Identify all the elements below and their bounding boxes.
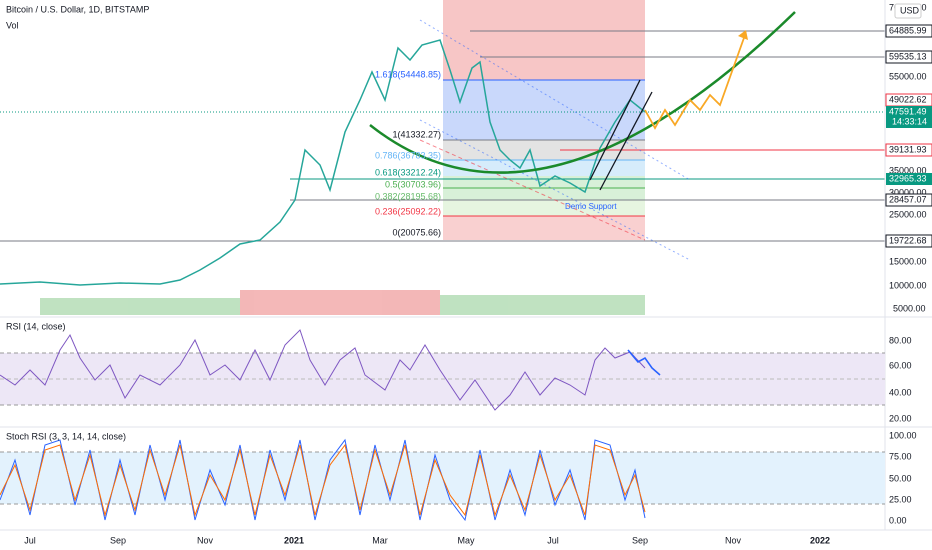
time-label: Nov bbox=[197, 535, 214, 545]
time-label: Sep bbox=[632, 535, 648, 545]
price-tags: 64885.99 59535.13 49022.62 47591.49 14:3… bbox=[885, 24, 932, 248]
time-label: May bbox=[457, 535, 475, 545]
axis-label: 40.00 bbox=[889, 387, 912, 397]
time-label: Sep bbox=[110, 535, 126, 545]
axis-label: 35000.00 bbox=[889, 165, 927, 175]
axis-label: 80.00 bbox=[889, 335, 912, 345]
rsi-title: RSI (14, close) bbox=[6, 321, 66, 331]
fib-lines bbox=[0, 19, 885, 261]
volume-label: Vol bbox=[6, 20, 19, 30]
fib-label: 1(41332.27) bbox=[392, 129, 441, 139]
time-axis: Jul Sep Nov 2021 Mar May Jul Sep Nov 202… bbox=[24, 535, 830, 545]
fib-labels: 1.618(54448.85) 1(41332.27) 0.786(36783.… bbox=[375, 69, 441, 237]
axis-label: 25000.00 bbox=[889, 209, 927, 219]
axis-label: 50.00 bbox=[889, 473, 912, 483]
fib-label: 0.5(30703.96) bbox=[385, 179, 441, 189]
axis-label: 0.00 bbox=[889, 515, 907, 525]
time-label: 2021 bbox=[284, 535, 304, 545]
price-tag: 28457.07 bbox=[889, 194, 927, 204]
price-axis bbox=[885, 0, 932, 550]
fib-label: 0.382(28195.68) bbox=[375, 191, 441, 201]
axis-label: 100.00 bbox=[889, 430, 917, 440]
channel-line bbox=[589, 79, 641, 181]
price-tag: 47591.49 bbox=[889, 106, 927, 116]
price-tag: 59535.13 bbox=[889, 51, 927, 61]
axis-label: 25.00 bbox=[889, 494, 912, 504]
fib-label: 0.618(33212.24) bbox=[375, 167, 441, 177]
axis-label: 75.00 bbox=[889, 451, 912, 461]
volume-bars bbox=[40, 290, 645, 315]
annotation: Demo Support bbox=[565, 202, 617, 211]
time-label: Mar bbox=[372, 535, 388, 545]
price-tag: 64885.99 bbox=[889, 25, 927, 35]
axis-label: 55000.00 bbox=[889, 71, 927, 81]
projection bbox=[644, 34, 746, 130]
price-tag: 32965.33 bbox=[889, 173, 927, 183]
countdown: 14:33:14 bbox=[892, 116, 927, 126]
price-tag: 39131.93 bbox=[889, 144, 927, 154]
fib-label: 1.618(54448.85) bbox=[375, 69, 441, 79]
support-curve bbox=[369, 11, 796, 174]
currency[interactable]: USD bbox=[900, 5, 920, 15]
fib-label: 0.236(25092.22) bbox=[375, 206, 441, 216]
price-tag: 49022.62 bbox=[889, 94, 927, 104]
time-label: 2022 bbox=[810, 535, 830, 545]
axis-label: 20.00 bbox=[889, 413, 912, 423]
fib-label: 0.786(36783.35) bbox=[375, 150, 441, 160]
time-label: Jul bbox=[24, 535, 36, 545]
axis-label: 5000.00 bbox=[893, 303, 926, 313]
time-label: Jul bbox=[547, 535, 559, 545]
axis-label: 10000.00 bbox=[889, 280, 927, 290]
symbol-title: Bitcoin / U.S. Dollar, 1D, BITSTAMP bbox=[6, 4, 149, 14]
price-line bbox=[0, 39, 646, 286]
time-label: Nov bbox=[725, 535, 742, 545]
stoch-d bbox=[0, 443, 646, 517]
axis-label: 60.00 bbox=[889, 360, 912, 370]
price-axis-labels: 70000.00 USD 55000.00 35000.00 30000.00 … bbox=[889, 2, 927, 313]
price-tag: 19722.68 bbox=[889, 235, 927, 245]
stoch-title: Stoch RSI (3, 3, 14, 14, close) bbox=[6, 431, 126, 441]
rsi-line bbox=[0, 329, 646, 411]
rsi-projection bbox=[627, 349, 661, 376]
axis-label: 15000.00 bbox=[889, 256, 927, 266]
arrow-head bbox=[738, 30, 748, 40]
axis-label: 30000.00 bbox=[889, 187, 927, 197]
fib-label: 0(20075.66) bbox=[392, 227, 441, 237]
channel-line bbox=[599, 91, 653, 191]
